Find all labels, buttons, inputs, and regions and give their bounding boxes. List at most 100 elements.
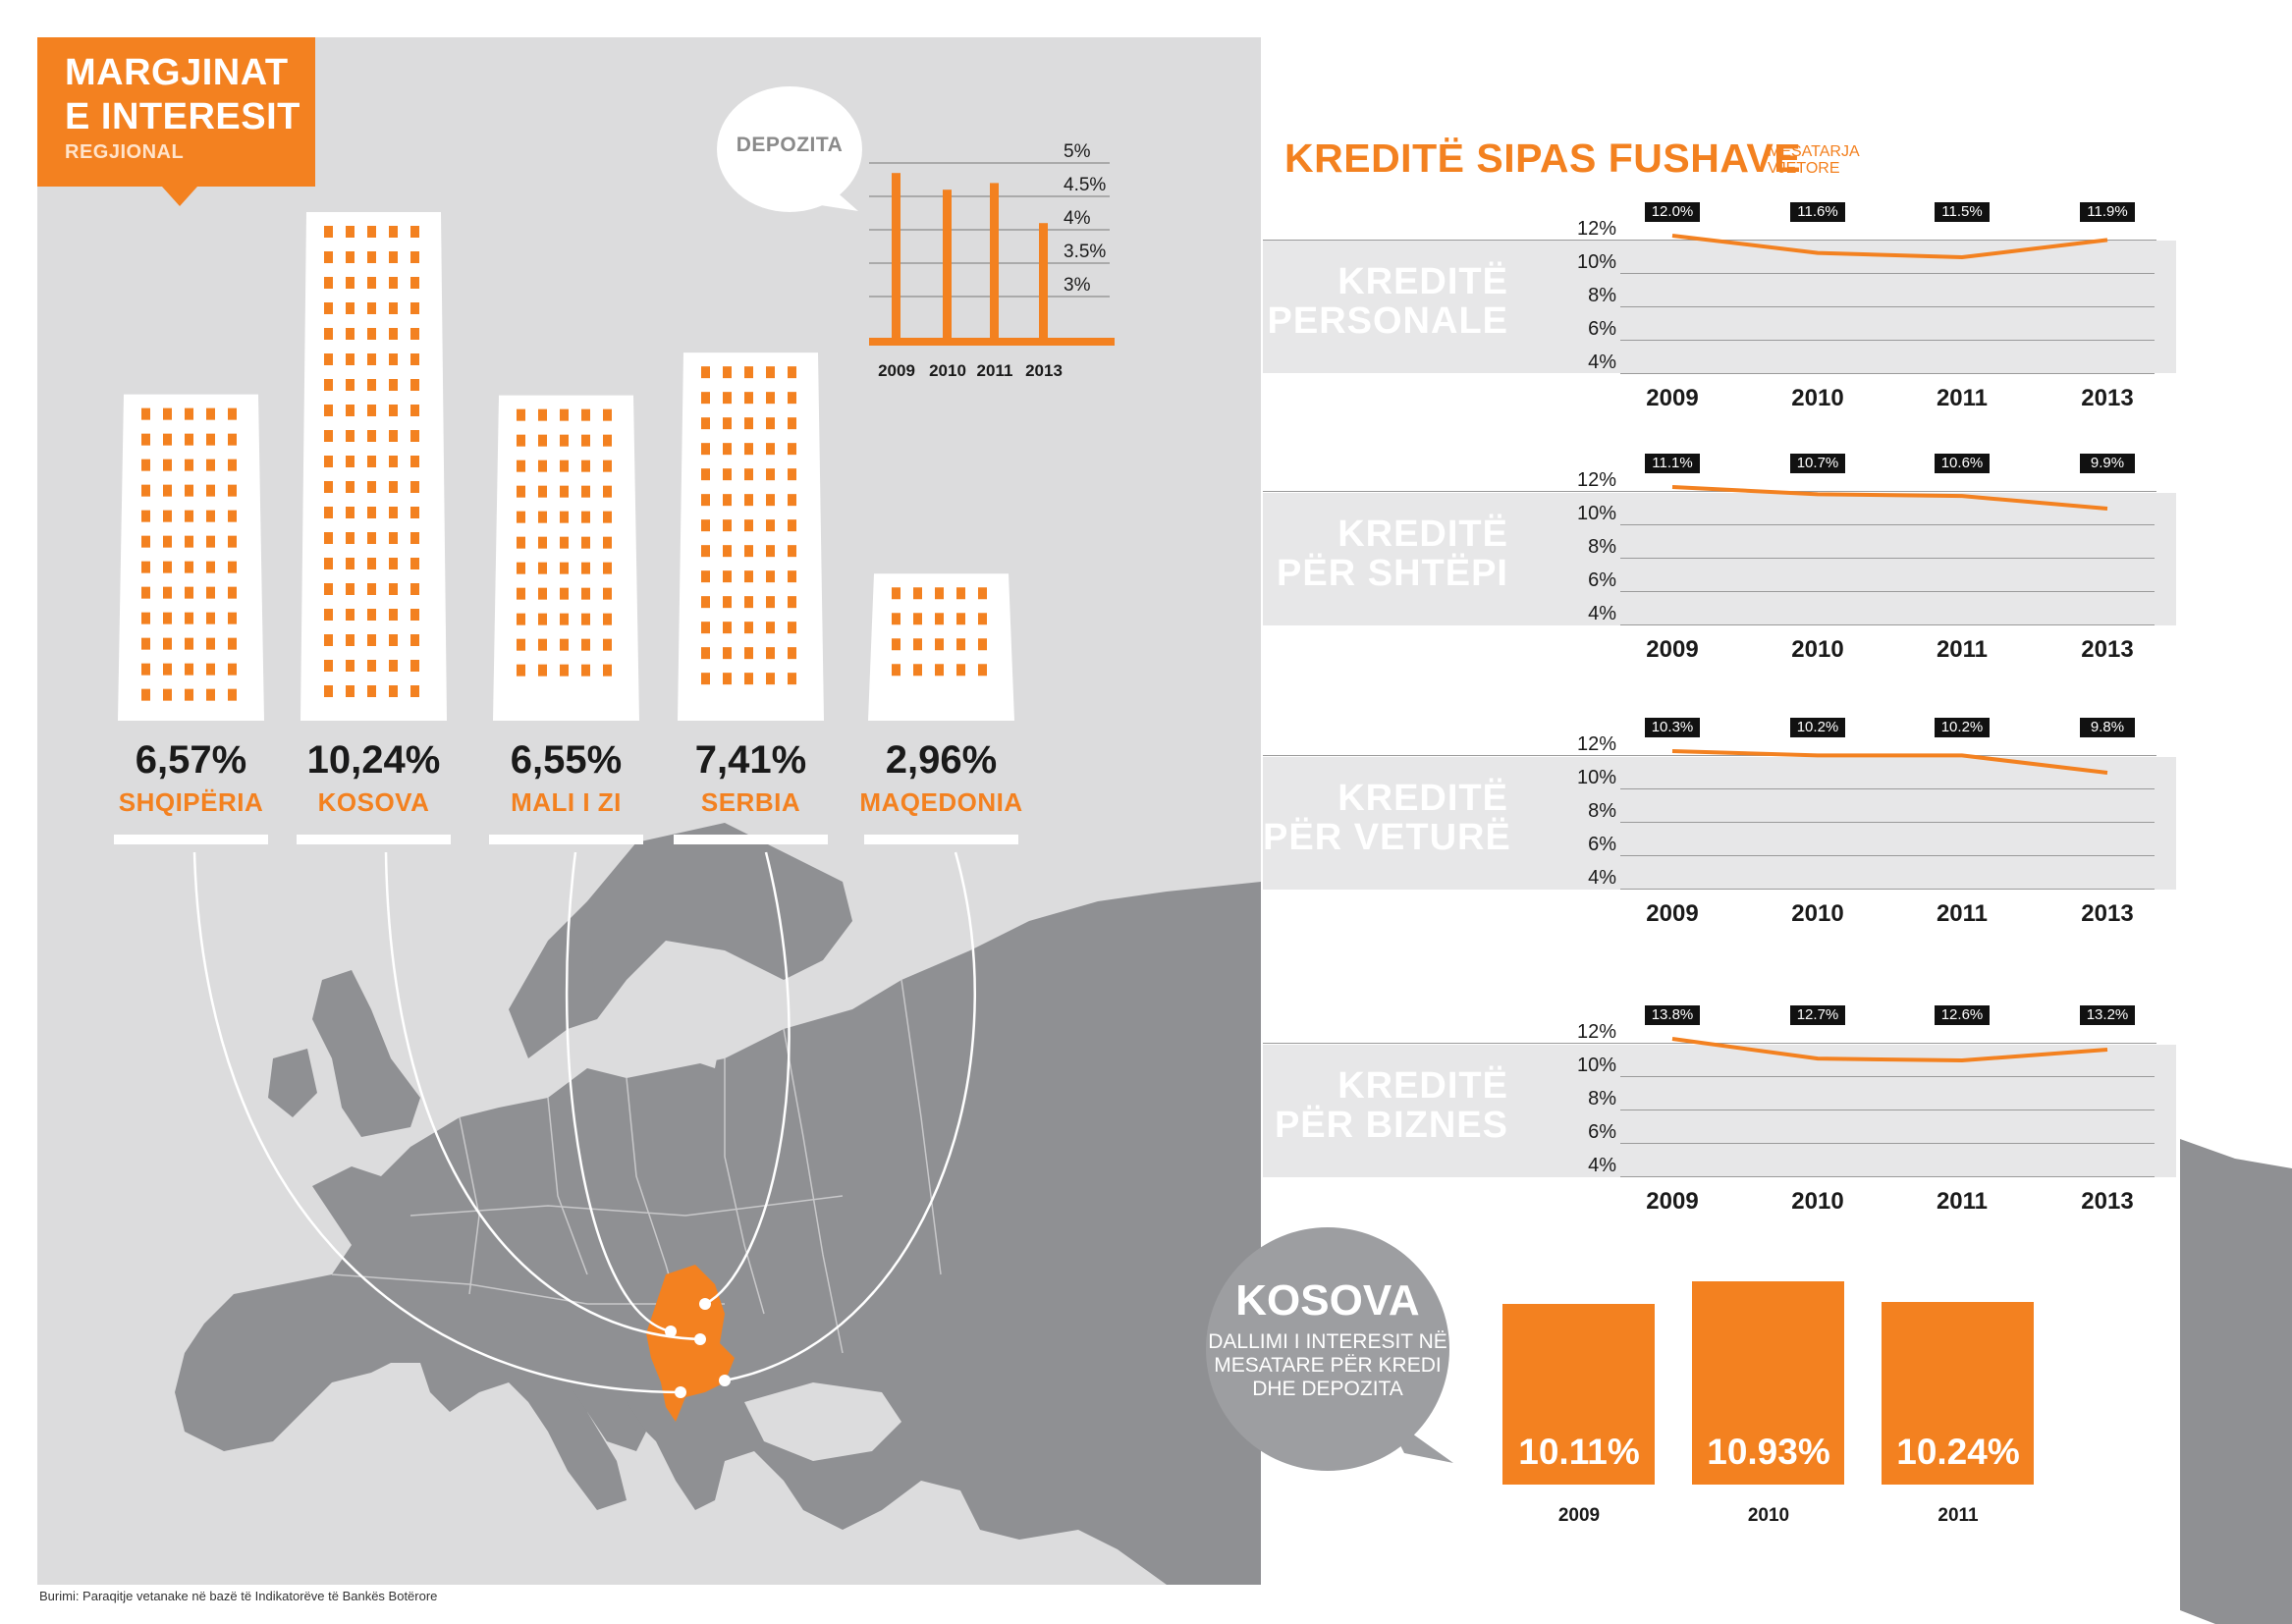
source-note: Burimi: Paraqitje vetanake në bazë të In…: [39, 1589, 438, 1603]
building-window: [163, 612, 172, 624]
building-window: [389, 405, 398, 416]
building-window: [206, 663, 215, 676]
building-window: [935, 587, 944, 600]
building-window: [560, 408, 569, 421]
building-window: [744, 622, 753, 634]
loan-ytick: 12%: [1576, 733, 1616, 755]
loan-ytick: 12%: [1576, 218, 1616, 240]
building-window: [346, 430, 355, 442]
kosova-bar: [1882, 1301, 2034, 1485]
building-window: [141, 612, 150, 624]
building-window: [185, 510, 193, 522]
building-window: [324, 379, 333, 391]
building-window: [410, 558, 419, 569]
building-window: [603, 638, 612, 651]
building-window: [141, 535, 150, 548]
kosova-subtitle: DALLIMI I INTERESIT NË MESATARE PËR KRED…: [1208, 1330, 1447, 1400]
loan-gridline: [1620, 373, 2155, 374]
building-window: [517, 485, 525, 498]
building-window: [389, 634, 398, 646]
building-window: [206, 484, 215, 497]
loan-chart-band: [1263, 757, 2176, 890]
left-panel: [37, 37, 1261, 1585]
building-window: [410, 430, 419, 442]
building-window: [744, 366, 753, 379]
loan-chart-divider: [1263, 491, 2156, 492]
loan-chart-divider: [1263, 755, 2156, 756]
building-window: [367, 609, 376, 621]
deposit-tick-label: 5%: [1064, 141, 1091, 162]
building-base: [864, 835, 1018, 844]
black-sea: [744, 1382, 901, 1461]
deposit-year-label: 2010: [929, 361, 966, 380]
loan-gridline: [1620, 306, 2155, 307]
building-window: [723, 417, 732, 430]
building-country-name: KOSOVA: [317, 787, 430, 817]
building-window: [324, 481, 333, 493]
building-window: [788, 570, 796, 583]
building-window: [141, 688, 150, 701]
building-window: [723, 443, 732, 456]
building-window: [723, 596, 732, 609]
building-window: [228, 663, 237, 676]
building-window: [701, 417, 710, 430]
building-window: [346, 328, 355, 340]
loan-xtick: 2013: [2081, 900, 2134, 927]
building-window: [788, 622, 796, 634]
loan-gridline: [1620, 558, 2155, 559]
building-window: [517, 536, 525, 549]
building-window: [410, 251, 419, 263]
title-box: MARGJINAT E INTERESIT REGJIONAL: [37, 37, 315, 187]
building-window: [389, 456, 398, 467]
building-window: [185, 688, 193, 701]
building-window: [723, 494, 732, 507]
building-window: [701, 545, 710, 558]
loan-gridline: [1620, 591, 2155, 592]
building-window: [517, 408, 525, 421]
loan-ytick: 8%: [1588, 800, 1616, 822]
deposit-bubble-tail: [795, 182, 858, 211]
building-window: [913, 638, 922, 651]
building-window: [410, 302, 419, 314]
building-window: [913, 664, 922, 677]
building-window: [581, 587, 590, 600]
loan-value-label: 9.8%: [2080, 718, 2135, 737]
building-window: [185, 459, 193, 471]
loan-chart-band: [1263, 493, 2176, 625]
building-pct: 7,41%: [694, 738, 807, 782]
building-window: [324, 405, 333, 416]
loan-value-label: 9.9%: [2080, 454, 2135, 473]
deposit-chart: [869, 162, 1115, 346]
building-window: [346, 609, 355, 621]
kosova-bar: [1502, 1304, 1655, 1485]
building-window: [346, 456, 355, 467]
loan-ytick: 12%: [1576, 1021, 1616, 1043]
building-window: [538, 638, 547, 651]
loan-ytick: 8%: [1588, 536, 1616, 558]
building-window: [206, 688, 215, 701]
building-window: [701, 622, 710, 634]
building-window: [560, 434, 569, 447]
building-window: [603, 536, 612, 549]
building-window: [141, 586, 150, 599]
building-window: [324, 226, 333, 238]
loan-gridline: [1620, 1176, 2155, 1177]
building-window: [324, 251, 333, 263]
building-window: [346, 379, 355, 391]
building-window: [766, 494, 775, 507]
building-window: [766, 519, 775, 532]
building-window: [788, 468, 796, 481]
building-window: [324, 583, 333, 595]
building-window: [346, 507, 355, 518]
building-window: [324, 660, 333, 672]
loan-ytick: 12%: [1576, 469, 1616, 491]
building-window: [538, 434, 547, 447]
building-window: [346, 251, 355, 263]
loan-gridline: [1620, 624, 2155, 625]
building-window: [766, 596, 775, 609]
building-window: [163, 663, 172, 676]
building-window: [367, 251, 376, 263]
building-window: [367, 277, 376, 289]
balkans-highlight: [646, 1265, 735, 1422]
loan-xtick: 2011: [1936, 385, 1989, 411]
